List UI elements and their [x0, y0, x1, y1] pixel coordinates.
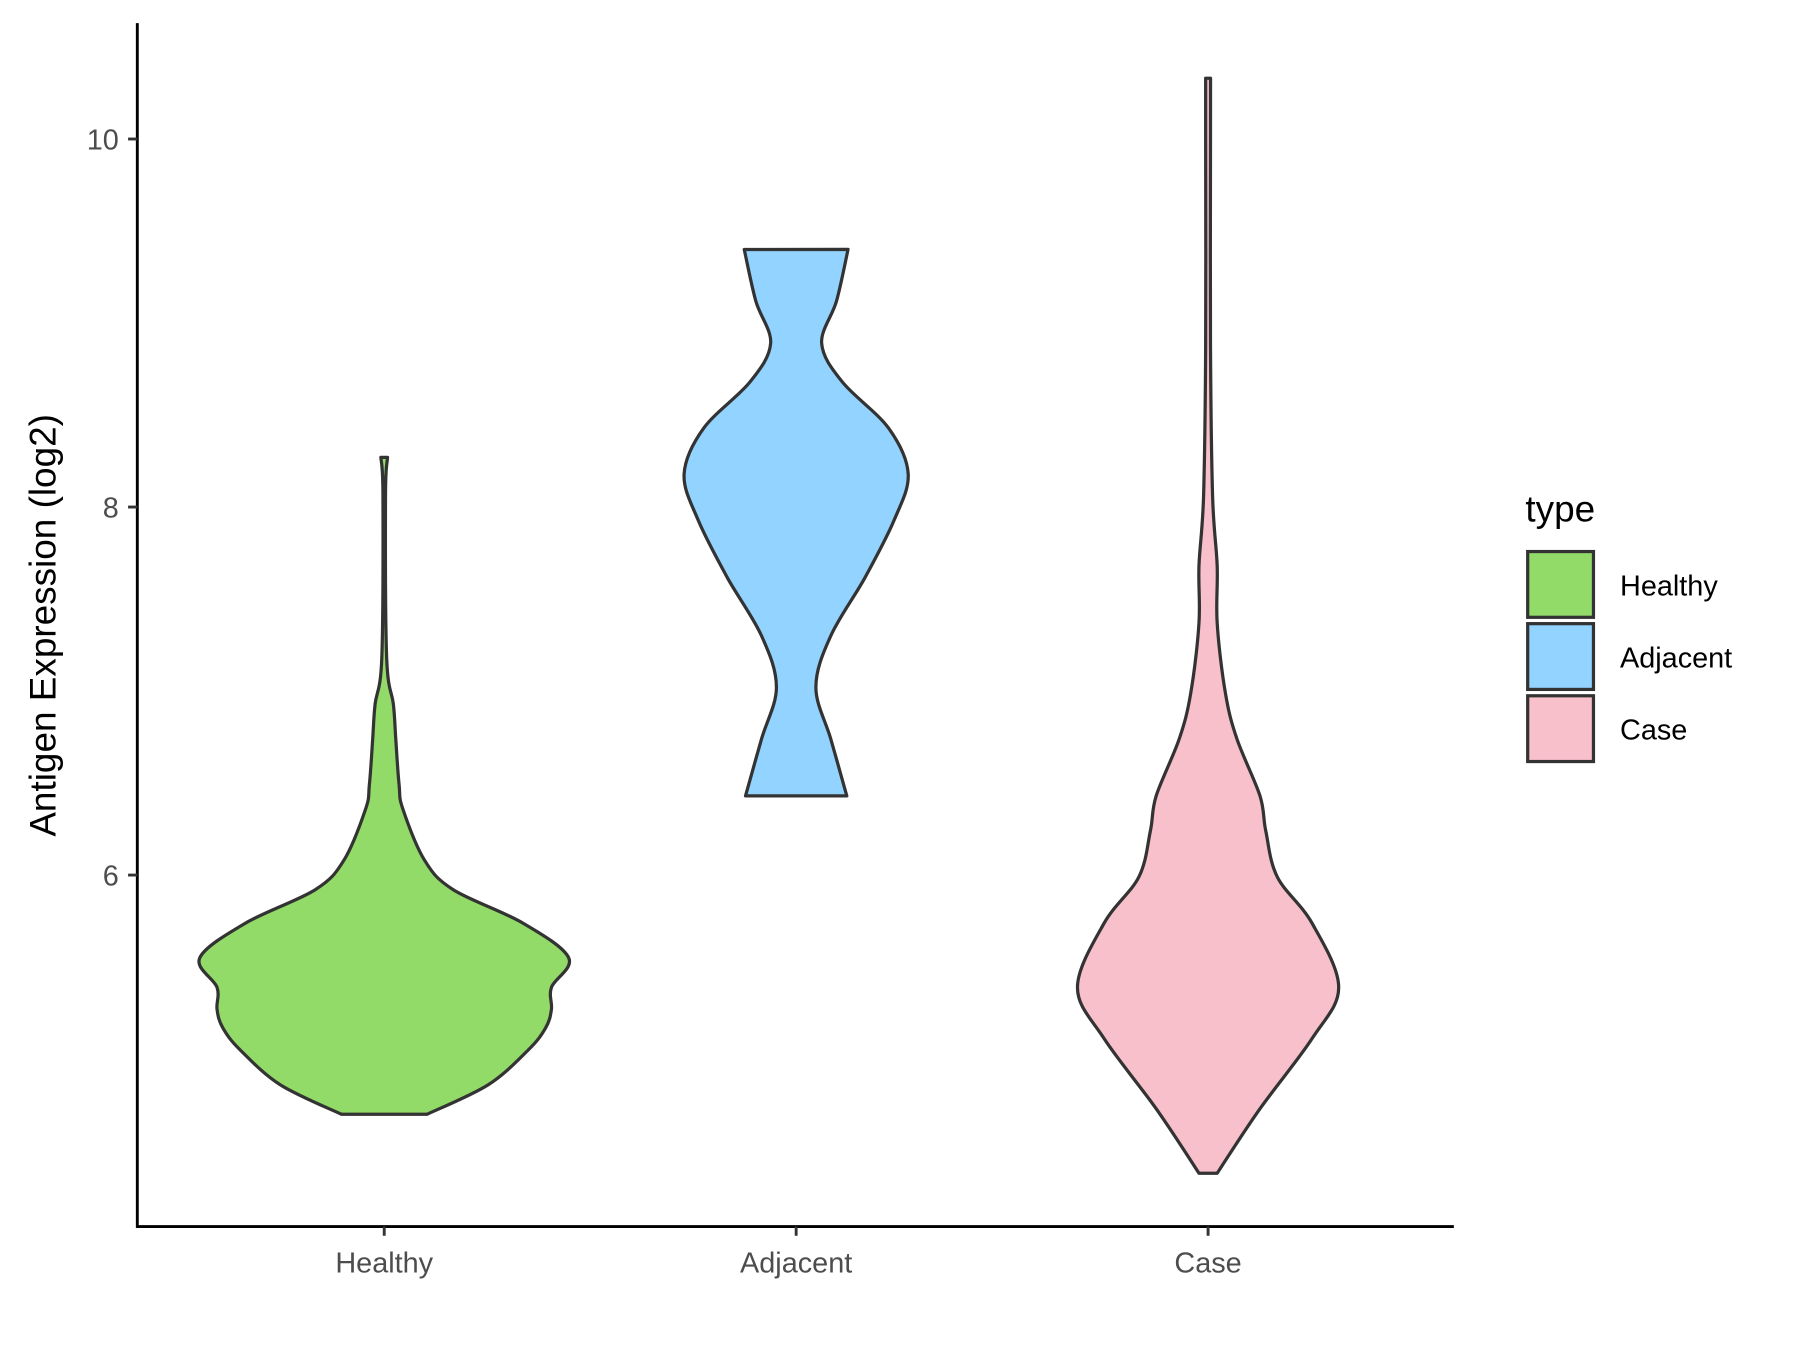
legend: type Healthy Adjacent Case [1525, 489, 1732, 764]
legend-label-case: Case [1620, 715, 1687, 747]
x-tick-label-case: Case [1174, 1248, 1241, 1280]
legend-swatch-case [1526, 694, 1596, 764]
y-tick-label: 10 [87, 124, 119, 156]
legend-swatch-healthy [1526, 549, 1596, 619]
legend-swatch-adjacent [1526, 622, 1596, 692]
x-ticks: Healthy Adjacent Case [335, 1226, 1242, 1280]
violin-adjacent [682, 247, 910, 798]
y-tick-label: 6 [103, 860, 119, 892]
legend-title: type [1525, 489, 1595, 530]
y-tick-label: 8 [103, 492, 119, 524]
legend-label-healthy: Healthy [1620, 570, 1718, 602]
legend-label-adjacent: Adjacent [1620, 643, 1732, 675]
violin-healthy [197, 455, 572, 1116]
x-tick-label-adjacent: Adjacent [740, 1248, 852, 1280]
y-ticks: 6 8 10 [87, 124, 138, 892]
y-axis-label: Antigen Expression (log2) [22, 414, 63, 837]
x-tick-label-healthy: Healthy [335, 1248, 433, 1280]
violin-case [1075, 76, 1341, 1175]
violins [197, 76, 1341, 1175]
